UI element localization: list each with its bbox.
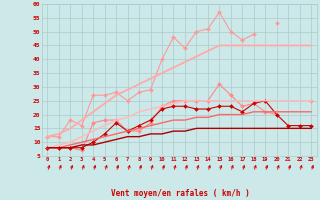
Text: Vent moyen/en rafales ( km/h ): Vent moyen/en rafales ( km/h ) bbox=[111, 189, 250, 198]
